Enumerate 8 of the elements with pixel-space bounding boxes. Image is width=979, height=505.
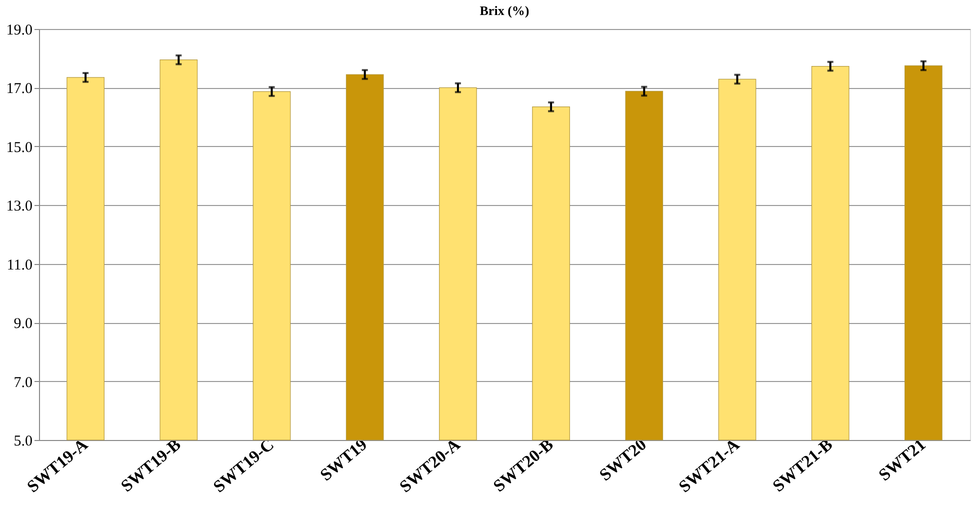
y-tick-label: 17.0	[6, 81, 32, 98]
y-tick-label: 13.0	[6, 198, 32, 215]
y-tick-label: 11.0	[6, 257, 32, 274]
y-tick-label: 19.0	[6, 22, 32, 38]
y-tick-label: 15.0	[6, 140, 32, 156]
y-tick-label: 9.0	[14, 316, 32, 332]
chart-title: Brix (%)	[480, 3, 530, 18]
y-tick-label: 7.0	[14, 374, 32, 391]
